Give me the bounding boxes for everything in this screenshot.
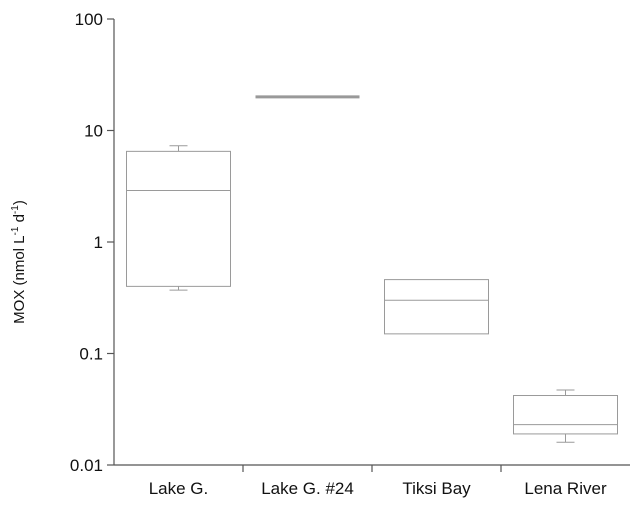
box-1 <box>126 145 231 291</box>
y-axis-title: MOX (nmol L-1 d-1) <box>10 200 28 324</box>
y-tick-label: 0.01 <box>70 456 103 475</box>
x-tick-label: Lena River <box>524 479 607 498</box>
x-tick-label: Lake G. #24 <box>261 479 354 498</box>
box-iqr <box>384 279 489 335</box>
box-4 <box>513 389 618 443</box>
x-tick-label: Tiksi Bay <box>402 479 471 498</box>
x-tick-label: Lake G. <box>149 479 209 498</box>
y-tick-label: 1 <box>94 233 103 252</box>
y-tick-label: 10 <box>84 122 103 141</box>
box-iqr <box>126 150 231 287</box>
box-plot-series <box>126 95 618 443</box>
box-iqr <box>513 395 618 435</box>
y-tick-label: 100 <box>75 10 103 29</box>
y-tick-label: 0.1 <box>79 345 103 364</box>
axes <box>107 18 630 472</box>
box-3 <box>384 279 489 335</box>
axis-labels: 0.01 0.1 1 10 100 Lake G. Lake G. #24 Tiksi Bay… <box>70 10 607 498</box>
